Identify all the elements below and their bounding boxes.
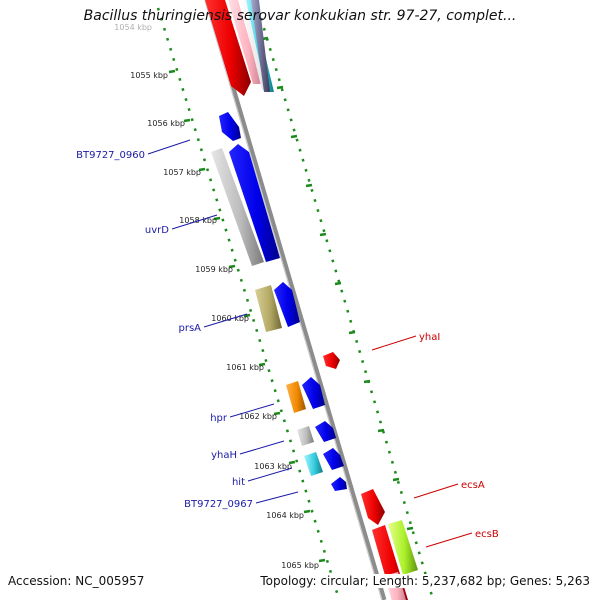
accession-text: Accession: NC_005957 — [8, 574, 145, 588]
gene-top-pink — [228, 0, 262, 84]
gene-label[interactable]: prsA — [178, 323, 201, 334]
gene-top-slate — [251, 0, 270, 92]
kbp-label: 1063 kbp — [254, 462, 292, 471]
kbp-label: 1064 kbp — [266, 511, 304, 520]
gene-hpr-orange — [286, 381, 306, 413]
kbp-label: 1056 kbp — [147, 119, 185, 128]
gene-label[interactable]: BT9727_0967 — [184, 499, 253, 510]
forward-ruler-major-ticks — [168, 69, 326, 563]
gene-label[interactable]: hit — [232, 477, 245, 488]
kbp-label: 1057 kbp — [163, 168, 201, 177]
gene-bt9727-0967 — [331, 477, 347, 491]
gene-hpr — [302, 377, 325, 409]
gene-top-red — [205, 0, 251, 96]
gene-yhah-grey — [297, 426, 314, 446]
kbp-label: 1060 kbp — [211, 314, 249, 323]
gene-bt9727-0960-grey — [211, 148, 264, 266]
gene-hit — [323, 448, 344, 470]
kbp-label: 1059 kbp — [195, 265, 233, 274]
gene-label[interactable]: yhaH — [211, 450, 237, 461]
map-title: Bacillus thuringiensis serovar konkukian… — [83, 8, 517, 24]
gene-prsa — [274, 282, 300, 327]
kbp-label: 1065 kbp — [281, 561, 319, 570]
gene-prsa-olive — [255, 285, 282, 332]
gene-label[interactable]: yhaI — [419, 332, 440, 343]
kbp-label: 1054 kbp — [114, 23, 152, 32]
kbp-label: 1061 kbp — [226, 363, 264, 372]
genome-summary-text: Topology: circular; Length: 5,237,682 bp… — [260, 574, 590, 588]
gene-ecsb-lime — [388, 520, 418, 575]
genome-backbone — [204, 0, 387, 600]
gene-label[interactable]: ecsB — [475, 529, 499, 540]
gene-label[interactable]: uvrD — [145, 225, 169, 236]
forward-label-leaders — [147, 139, 299, 504]
gene-label[interactable]: ecsA — [461, 480, 485, 491]
gene-hit-cyan — [304, 452, 323, 476]
gene-yhah — [315, 421, 336, 442]
reverse-label-leaders — [371, 335, 473, 548]
gene-ecsa — [361, 489, 385, 525]
reverse-outer-ruler — [256, 7, 434, 597]
gene-bt9727-0959 — [219, 112, 241, 141]
gene-label[interactable]: hpr — [210, 413, 228, 424]
gene-uvrd — [229, 144, 280, 262]
kbp-label: 1055 kbp — [130, 71, 168, 80]
kbp-label: 1062 kbp — [239, 412, 277, 421]
gene-yhai — [323, 352, 340, 369]
gene-label[interactable]: BT9727_0960 — [76, 150, 145, 161]
